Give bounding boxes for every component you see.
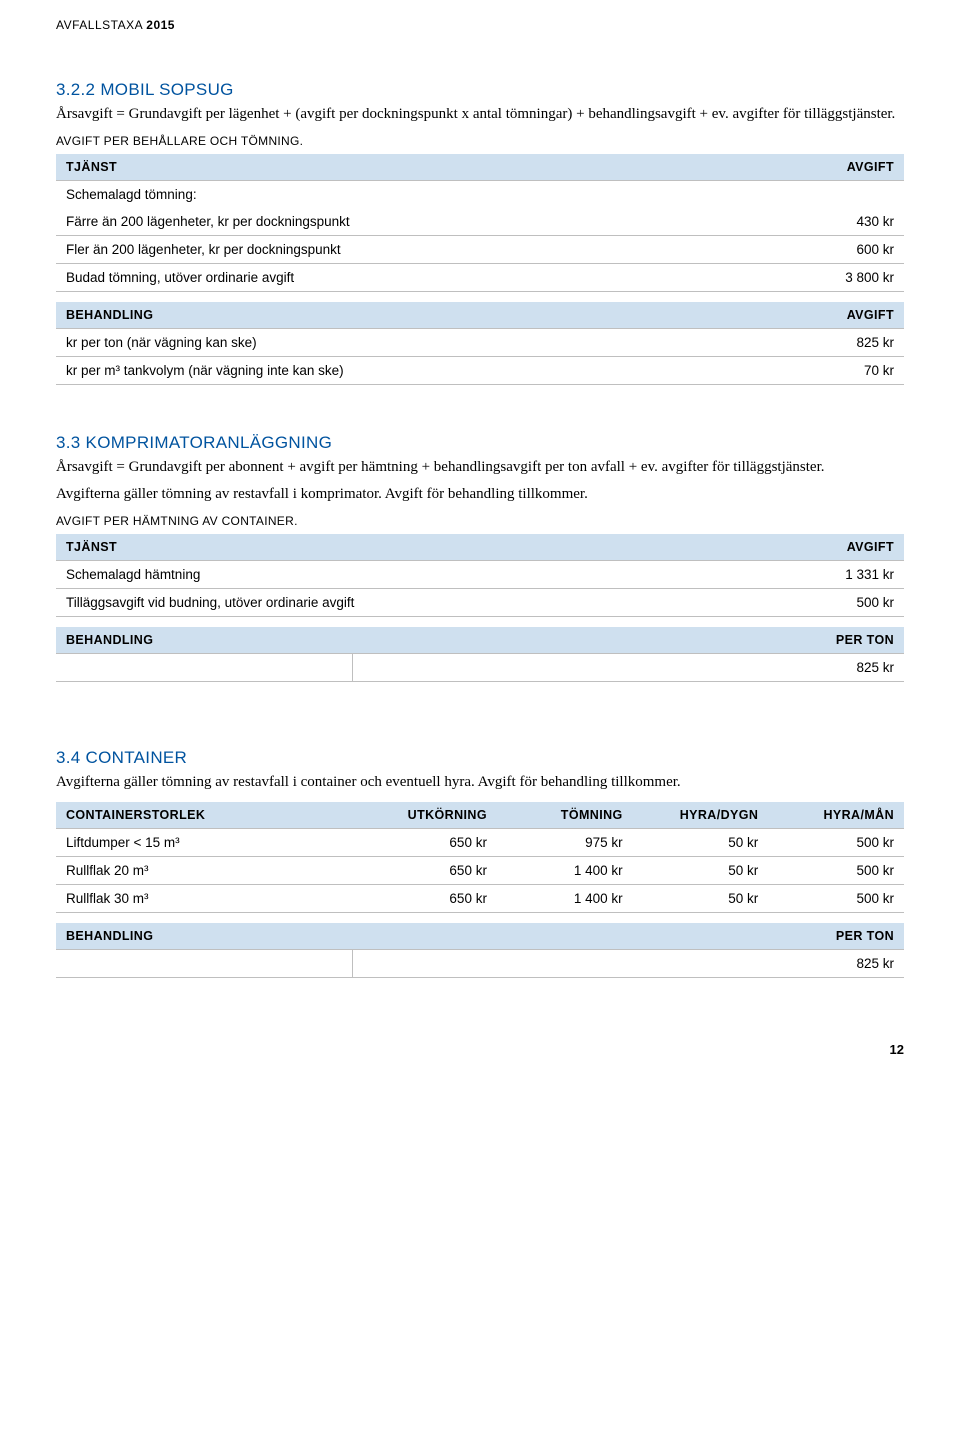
th-per-ton: PER TON bbox=[353, 627, 904, 654]
cell-empty bbox=[56, 950, 353, 978]
cell-value: 1 400 kr bbox=[497, 885, 633, 913]
page-header: AVFALLSTAXA 2015 bbox=[56, 18, 904, 32]
table-row: Fler än 200 lägenheter, kr per docknings… bbox=[56, 236, 904, 264]
cell-value: 500 kr bbox=[768, 857, 904, 885]
th-tjanst: TJÄNST bbox=[56, 534, 717, 561]
header-year: 2015 bbox=[146, 18, 175, 32]
header-prefix: AVFALLSTAXA bbox=[56, 18, 146, 32]
table-33-tjanst: TJÄNST AVGIFT Schemalagd hämtning 1 331 … bbox=[56, 534, 904, 617]
table-header-row: CONTAINERSTORLEK UTKÖRNING TÖMNING HYRA/… bbox=[56, 802, 904, 829]
table-row: Schemalagd tömning: bbox=[56, 181, 904, 209]
cell-label: Schemalagd hämtning bbox=[56, 560, 717, 588]
table-row: kr per ton (när vägning kan ske) 825 kr bbox=[56, 329, 904, 357]
th-utkorning: UTKÖRNING bbox=[361, 802, 497, 829]
cell-label: Fler än 200 lägenheter, kr per docknings… bbox=[56, 236, 717, 264]
section-322-subhead: AVGIFT PER BEHÅLLARE OCH TÖMNING. bbox=[56, 134, 904, 148]
table-34-container: CONTAINERSTORLEK UTKÖRNING TÖMNING HYRA/… bbox=[56, 802, 904, 913]
cell-label: Färre än 200 lägenheter, kr per dockning… bbox=[56, 208, 717, 236]
table-row: 825 kr bbox=[56, 950, 904, 978]
cell-label: Budad tömning, utöver ordinarie avgift bbox=[56, 264, 717, 292]
table-header-row: BEHANDLING AVGIFT bbox=[56, 302, 904, 329]
cell-value: 975 kr bbox=[497, 829, 633, 857]
th-tjanst: TJÄNST bbox=[56, 154, 717, 181]
cell-value: 430 kr bbox=[717, 208, 904, 236]
cell-empty bbox=[717, 181, 904, 209]
cell-label: Liftdumper < 15 m³ bbox=[56, 829, 361, 857]
table-row: 825 kr bbox=[56, 653, 904, 681]
th-avgift: AVGIFT bbox=[717, 154, 904, 181]
table-33-behandling: BEHANDLING PER TON 825 kr bbox=[56, 627, 904, 682]
cell-value: 500 kr bbox=[768, 829, 904, 857]
cell-value: 50 kr bbox=[633, 885, 769, 913]
cell-value: 650 kr bbox=[361, 857, 497, 885]
cell-label: Tilläggsavgift vid budning, utöver ordin… bbox=[56, 588, 717, 616]
section-33-subhead: AVGIFT PER HÄMTNING AV CONTAINER. bbox=[56, 514, 904, 528]
section-33-p2: Avgifterna gäller tömning av restavfall … bbox=[56, 484, 904, 504]
cell-value: 825 kr bbox=[717, 329, 904, 357]
section-322-p1: Årsavgift = Grundavgift per lägenhet + (… bbox=[56, 104, 904, 124]
cell-value: 650 kr bbox=[361, 885, 497, 913]
table-header-row: TJÄNST AVGIFT bbox=[56, 534, 904, 561]
section-33-title: 3.3 KOMPRIMATORANLÄGGNING bbox=[56, 433, 904, 453]
cell-value: 1 400 kr bbox=[497, 857, 633, 885]
table-row: Rullflak 20 m³ 650 kr 1 400 kr 50 kr 500… bbox=[56, 857, 904, 885]
table-322-tjanst: TJÄNST AVGIFT Schemalagd tömning: Färre … bbox=[56, 154, 904, 292]
th-hyra-dygn: HYRA/DYGN bbox=[633, 802, 769, 829]
cell-value: 50 kr bbox=[633, 829, 769, 857]
table-row: kr per m³ tankvolym (när vägning inte ka… bbox=[56, 357, 904, 385]
cell-empty bbox=[56, 653, 353, 681]
cell-value: 825 kr bbox=[353, 653, 904, 681]
cell-label: Rullflak 30 m³ bbox=[56, 885, 361, 913]
th-avgift: AVGIFT bbox=[717, 302, 904, 329]
cell-label: kr per m³ tankvolym (när vägning inte ka… bbox=[56, 357, 717, 385]
th-per-ton: PER TON bbox=[353, 923, 904, 950]
cell-value: 70 kr bbox=[717, 357, 904, 385]
table-row: Färre än 200 lägenheter, kr per dockning… bbox=[56, 208, 904, 236]
section-34-title: 3.4 CONTAINER bbox=[56, 748, 904, 768]
table-row: Schemalagd hämtning 1 331 kr bbox=[56, 560, 904, 588]
th-behandling: BEHANDLING bbox=[56, 302, 717, 329]
table-row: Budad tömning, utöver ordinarie avgift 3… bbox=[56, 264, 904, 292]
cell-value: 1 331 kr bbox=[717, 560, 904, 588]
th-containerstorlek: CONTAINERSTORLEK bbox=[56, 802, 361, 829]
cell-value: 825 kr bbox=[353, 950, 904, 978]
cell-value: 3 800 kr bbox=[717, 264, 904, 292]
cell-value: 600 kr bbox=[717, 236, 904, 264]
table-row: Rullflak 30 m³ 650 kr 1 400 kr 50 kr 500… bbox=[56, 885, 904, 913]
page-number: 12 bbox=[56, 1042, 904, 1057]
table-322-behandling: BEHANDLING AVGIFT kr per ton (när vägnin… bbox=[56, 302, 904, 385]
section-34-p1: Avgifterna gäller tömning av restavfall … bbox=[56, 772, 904, 792]
table-header-row: BEHANDLING PER TON bbox=[56, 627, 904, 654]
section-322-title: 3.2.2 MOBIL SOPSUG bbox=[56, 80, 904, 100]
table-34-behandling: BEHANDLING PER TON 825 kr bbox=[56, 923, 904, 978]
table-row: Tilläggsavgift vid budning, utöver ordin… bbox=[56, 588, 904, 616]
cell-label: Rullflak 20 m³ bbox=[56, 857, 361, 885]
table-row: Liftdumper < 15 m³ 650 kr 975 kr 50 kr 5… bbox=[56, 829, 904, 857]
cell-value: 500 kr bbox=[768, 885, 904, 913]
section-33-p1: Årsavgift = Grundavgift per abonnent + a… bbox=[56, 457, 904, 477]
cell-value: 500 kr bbox=[717, 588, 904, 616]
th-behandling: BEHANDLING bbox=[56, 923, 353, 950]
th-tomning: TÖMNING bbox=[497, 802, 633, 829]
cell-label: kr per ton (när vägning kan ske) bbox=[56, 329, 717, 357]
table-header-row: BEHANDLING PER TON bbox=[56, 923, 904, 950]
cell-value: 650 kr bbox=[361, 829, 497, 857]
th-behandling: BEHANDLING bbox=[56, 627, 353, 654]
th-hyra-man: HYRA/MÅN bbox=[768, 802, 904, 829]
cell-value: 50 kr bbox=[633, 857, 769, 885]
table-header-row: TJÄNST AVGIFT bbox=[56, 154, 904, 181]
th-avgift: AVGIFT bbox=[717, 534, 904, 561]
cell-schemalagd: Schemalagd tömning: bbox=[56, 181, 717, 209]
